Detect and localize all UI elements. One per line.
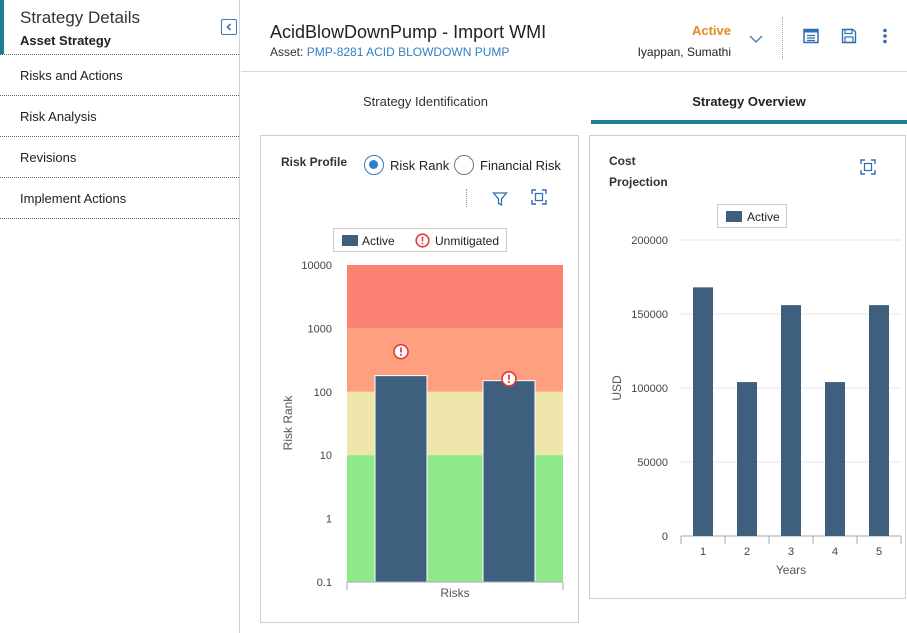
risk-legend: Active Unmitigated bbox=[333, 228, 507, 252]
risk-y-tick-label: 1 bbox=[326, 514, 332, 526]
toolbar-divider bbox=[466, 189, 467, 207]
collapse-sidebar-button[interactable] bbox=[221, 19, 237, 35]
more-options-icon[interactable] bbox=[881, 28, 889, 44]
cost-x-tick-label: 4 bbox=[832, 546, 838, 558]
expand-icon[interactable] bbox=[531, 189, 547, 205]
band-red bbox=[347, 265, 563, 329]
page-title: AcidBlowDownPump - Import WMI bbox=[270, 22, 547, 42]
risk-y-tick-label: 1000 bbox=[308, 323, 332, 335]
unmitigated-alert-icon bbox=[415, 233, 430, 248]
sidebar-item-label: Risks and Actions bbox=[20, 68, 123, 83]
tab-strategy-identification[interactable]: Strategy Identification bbox=[362, 94, 489, 109]
sidebar-item-implement-actions[interactable]: Implement Actions bbox=[0, 178, 239, 219]
save-icon[interactable] bbox=[841, 28, 857, 44]
cost-x-axis-label: Years bbox=[776, 563, 806, 577]
risk-y-tick-label: 0.1 bbox=[317, 577, 332, 589]
cost-bar-5[interactable] bbox=[869, 305, 889, 536]
table-view-icon[interactable] bbox=[803, 28, 819, 44]
risk-y-axis-label: Risk Rank bbox=[281, 395, 295, 451]
sidebar-header: Strategy Details Asset Strategy bbox=[0, 0, 239, 55]
cost-legend: Active bbox=[717, 204, 787, 228]
legend-swatch-active bbox=[342, 235, 358, 246]
asset-prefix: Asset: bbox=[270, 45, 304, 59]
cost-bar-3[interactable] bbox=[781, 305, 801, 536]
cost-y-tick-label: 150000 bbox=[631, 309, 668, 321]
sidebar-item-risk-analysis[interactable]: Risk Analysis bbox=[0, 96, 239, 137]
status-badge: Active bbox=[691, 23, 731, 38]
sidebar-item-revisions[interactable]: Revisions bbox=[0, 137, 239, 178]
risk-profile-title: Risk Profile bbox=[281, 155, 348, 169]
cost-x-tick-label: 1 bbox=[700, 546, 706, 558]
chevron-left-icon bbox=[226, 23, 232, 31]
cost-bar-4[interactable] bbox=[825, 382, 845, 536]
header-divider bbox=[782, 17, 783, 59]
cost-y-tick-label: 0 bbox=[662, 531, 668, 543]
cost-x-tick-label: 2 bbox=[744, 546, 750, 558]
legend-label-active: Active bbox=[747, 210, 780, 224]
legend-swatch-active bbox=[726, 211, 742, 222]
cost-y-tick-label: 50000 bbox=[637, 457, 668, 469]
sidebar: Strategy Details Asset Strategy Risks an… bbox=[0, 0, 240, 633]
risk-bar-2[interactable] bbox=[482, 380, 536, 583]
radio-label: Risk Rank bbox=[390, 158, 450, 173]
cost-projection-title-line1: Cost bbox=[609, 154, 636, 168]
filter-icon[interactable] bbox=[492, 191, 508, 207]
cost-projection-title-line2: Projection bbox=[609, 175, 668, 189]
cost-bar-2[interactable] bbox=[737, 382, 757, 536]
cost-x-tick-label: 3 bbox=[788, 546, 794, 558]
cost-bar-1[interactable] bbox=[693, 287, 713, 536]
sidebar-item-risks-and-actions[interactable]: Risks and Actions bbox=[0, 55, 239, 96]
chevron-down-icon[interactable] bbox=[749, 34, 763, 44]
sidebar-item-label: Implement Actions bbox=[20, 191, 127, 206]
risk-bar-1[interactable] bbox=[374, 375, 428, 583]
legend-label-active: Active bbox=[362, 234, 395, 248]
asset-line: Asset: PMP-8281 ACID BLOWDOWN PUMP bbox=[270, 45, 509, 59]
cost-y-axis-label: USD bbox=[610, 375, 624, 401]
risk-x-axis-label: Risks bbox=[440, 586, 469, 600]
sidebar-subtitle: Asset Strategy bbox=[20, 33, 112, 48]
sidebar-item-label: Revisions bbox=[20, 150, 77, 165]
asset-link[interactable]: PMP-8281 ACID BLOWDOWN PUMP bbox=[306, 45, 510, 59]
risk-y-tick-label: 10 bbox=[320, 450, 332, 462]
cost-y-tick-label: 100000 bbox=[631, 383, 668, 395]
cost-x-tick-label: 5 bbox=[876, 546, 882, 558]
tab-bar: Strategy Identification Strategy Overvie… bbox=[260, 82, 907, 124]
radio-circle bbox=[454, 155, 474, 175]
unmitigated-marker-1[interactable] bbox=[393, 343, 409, 360]
tab-strategy-overview[interactable]: Strategy Overview bbox=[591, 82, 907, 124]
page-header: AcidBlowDownPump - Import WMI Asset: PMP… bbox=[241, 0, 907, 72]
risk-y-tick-label: 100 bbox=[314, 387, 332, 399]
risk-y-tick-label: 10000 bbox=[301, 260, 332, 272]
sidebar-title: Strategy Details bbox=[20, 8, 140, 27]
cost-projection-chart: 0 50000 100000 150000 200000 1 2 3 4 5 USD Years bbox=[610, 235, 902, 577]
sidebar-item-label: Risk Analysis bbox=[20, 109, 97, 124]
user-name: Iyappan, Sumathi bbox=[637, 45, 731, 59]
risk-rank-chart: 0.1 1 10 100 1000 10000 Risk Rank Risks bbox=[281, 260, 564, 600]
unmitigated-marker-2[interactable] bbox=[501, 371, 517, 387]
radio-circle bbox=[364, 155, 384, 175]
cost-y-tick-label: 200000 bbox=[631, 235, 668, 247]
radio-label: Financial Risk bbox=[480, 158, 561, 173]
expand-icon[interactable] bbox=[860, 159, 876, 175]
legend-label-unmitigated: Unmitigated bbox=[435, 234, 500, 248]
